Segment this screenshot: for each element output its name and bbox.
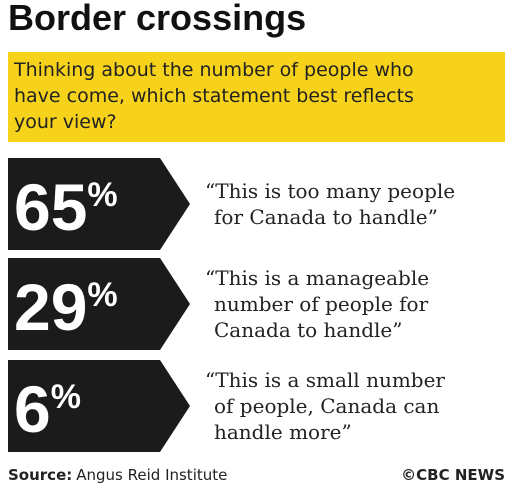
percent: 29%	[14, 270, 118, 344]
source-label: Source:	[8, 466, 72, 484]
percent: 65%	[14, 170, 118, 244]
quote-line: handle more”	[214, 420, 352, 444]
quote-line: “This is too many people	[205, 179, 455, 203]
percent-number: 29	[14, 270, 87, 344]
credit: ©CBC NEWS	[401, 466, 505, 484]
source: Source: Angus Reid Institute	[8, 466, 227, 484]
question-line: have come, which statement best reflects	[14, 85, 414, 107]
percent: 6%	[14, 372, 81, 446]
title: Border crossings	[8, 0, 306, 38]
percent-number: 65	[14, 170, 87, 244]
question-line: Thinking about the number of people who	[13, 59, 414, 81]
quote-line: of people, Canada can	[214, 394, 439, 418]
question: Thinking about the number of people who h…	[13, 59, 414, 133]
source-text: Angus Reid Institute	[76, 466, 227, 484]
quote-line: “This is a manageable	[205, 266, 429, 290]
quote-line: “This is a small number	[205, 368, 445, 392]
arrow	[8, 258, 190, 350]
arrow	[8, 158, 190, 250]
percent-unit: %	[87, 176, 117, 214]
quote-line: Canada to handle”	[214, 318, 403, 342]
percent-unit: %	[87, 276, 117, 314]
percent-unit: %	[51, 378, 81, 416]
percent-number: 6	[14, 372, 51, 446]
quote-line: number of people for	[214, 292, 429, 316]
question-line: your view?	[14, 111, 117, 133]
question-box	[8, 52, 505, 142]
quote-line: for Canada to handle”	[214, 205, 438, 229]
arrow	[8, 360, 190, 452]
